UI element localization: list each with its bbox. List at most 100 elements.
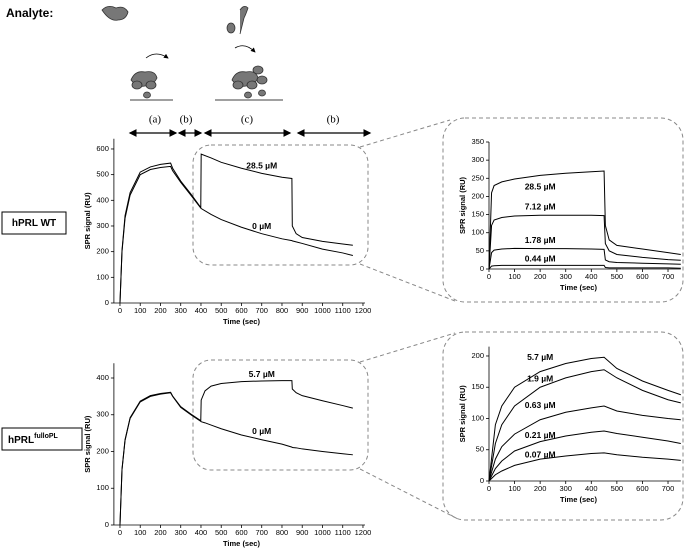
phase-label: (c) xyxy=(241,114,254,126)
y-tick-label: 100 xyxy=(471,413,484,422)
series-label: 1.78 µM xyxy=(525,235,556,245)
series-label: 0.07 µM xyxy=(525,449,556,459)
series-label: 5.7 µM xyxy=(527,352,553,362)
x-tick-label: 900 xyxy=(296,528,309,537)
analyte-label: Analyte: xyxy=(6,6,53,20)
x-tick-label: 200 xyxy=(534,272,547,281)
construct-label: hPRL WT xyxy=(12,218,56,229)
x-tick-label: 1000 xyxy=(314,528,331,537)
series-line xyxy=(488,170,681,270)
x-tick-label: 100 xyxy=(508,484,521,493)
series-line xyxy=(488,264,681,270)
series-label: 28.5 µM xyxy=(246,161,277,171)
zoom-boxes xyxy=(192,117,684,521)
x-axis-label: Time (sec) xyxy=(223,317,260,326)
x-tick-label: 600 xyxy=(235,306,248,315)
series-line xyxy=(119,392,353,526)
x-tick-label: 400 xyxy=(195,528,208,537)
series-label: 0 µM xyxy=(252,221,271,231)
x-tick-label: 300 xyxy=(174,528,187,537)
y-tick-label: 0 xyxy=(480,264,484,273)
y-axis-label: SPR signal (RU) xyxy=(83,192,92,250)
x-tick-label: 400 xyxy=(585,484,598,493)
x-tick-label: 700 xyxy=(662,272,675,281)
y-tick-label: 500 xyxy=(96,170,109,179)
analyte-icons xyxy=(101,6,283,101)
x-tick-label: 1200 xyxy=(355,306,372,315)
x-tick-label: 200 xyxy=(154,306,167,315)
y-tick-label: 300 xyxy=(471,155,484,164)
series-line xyxy=(488,405,681,482)
series-label: 0.21 µM xyxy=(525,430,556,440)
x-tick-label: 500 xyxy=(215,306,228,315)
x-tick-label: 100 xyxy=(134,306,147,315)
series-line xyxy=(488,214,681,270)
x-tick-label: 100 xyxy=(134,528,147,537)
series-label: 0 µM xyxy=(252,426,271,436)
x-axis-label: Time (sec) xyxy=(560,283,597,292)
x-tick-label: 1100 xyxy=(335,528,351,537)
x-tick-label: 500 xyxy=(215,528,228,537)
series-label: 7.12 µM xyxy=(525,202,556,212)
series-line xyxy=(488,247,681,270)
y-tick-label: 200 xyxy=(471,351,484,360)
series-line xyxy=(488,369,681,482)
series-line xyxy=(119,165,353,304)
series-label: 1.9 µM xyxy=(527,373,553,383)
series-line xyxy=(119,153,353,304)
x-axis-label: Time (sec) xyxy=(223,539,260,548)
y-tick-label: 400 xyxy=(96,195,109,204)
y-axis-label: SPR signal (RU) xyxy=(458,385,467,443)
series-label: 28.5 µM xyxy=(525,182,556,192)
x-tick-label: 300 xyxy=(174,306,187,315)
x-tick-label: 600 xyxy=(636,484,649,493)
phase-label: (b) xyxy=(180,114,193,126)
y-tick-label: 100 xyxy=(96,272,109,281)
x-tick-label: 600 xyxy=(636,272,649,281)
y-tick-label: 150 xyxy=(471,382,484,391)
y-tick-label: 400 xyxy=(96,373,109,382)
construct-superscript: fulloPL xyxy=(34,433,58,440)
x-tick-label: 200 xyxy=(154,528,167,537)
y-tick-label: 200 xyxy=(471,191,484,200)
series-label: 0.63 µM xyxy=(525,400,556,410)
x-tick-label: 0 xyxy=(118,528,122,537)
series-line xyxy=(488,452,681,482)
y-tick-label: 200 xyxy=(96,446,109,455)
x-tick-label: 300 xyxy=(559,484,572,493)
y-tick-label: 50 xyxy=(476,246,484,255)
x-tick-label: 400 xyxy=(195,306,208,315)
x-tick-label: 1000 xyxy=(314,306,331,315)
y-tick-label: 150 xyxy=(471,210,484,219)
series-line xyxy=(119,380,353,526)
y-tick-label: 100 xyxy=(471,228,484,237)
x-tick-label: 1100 xyxy=(335,306,351,315)
x-tick-label: 500 xyxy=(611,272,624,281)
x-tick-label: 500 xyxy=(611,484,624,493)
x-tick-label: 600 xyxy=(235,528,248,537)
y-tick-label: 100 xyxy=(96,483,109,492)
y-axis-label: SPR signal (RU) xyxy=(458,176,467,234)
series-label: 0.44 µM xyxy=(525,254,556,264)
y-tick-label: 600 xyxy=(96,144,109,153)
y-tick-label: 0 xyxy=(105,298,109,307)
phase-label: (a) xyxy=(149,114,162,126)
construct-box xyxy=(1,427,83,451)
series-line xyxy=(488,356,681,482)
construct-box xyxy=(1,211,67,235)
y-axis-label: SPR signal (RU) xyxy=(83,415,92,473)
construct-label: hPRLfulloPL xyxy=(8,433,59,446)
series-label: 5.7 µM xyxy=(249,369,275,379)
y-tick-label: 250 xyxy=(471,173,484,182)
x-tick-label: 0 xyxy=(487,484,491,493)
y-tick-label: 0 xyxy=(480,476,484,485)
x-tick-label: 700 xyxy=(255,528,268,537)
x-tick-label: 300 xyxy=(559,272,572,281)
x-axis-label: Time (sec) xyxy=(560,495,597,504)
y-tick-label: 350 xyxy=(471,137,484,146)
x-tick-label: 700 xyxy=(255,306,268,315)
x-tick-label: 100 xyxy=(508,272,521,281)
x-tick-label: 800 xyxy=(276,528,289,537)
y-tick-label: 0 xyxy=(105,520,109,529)
